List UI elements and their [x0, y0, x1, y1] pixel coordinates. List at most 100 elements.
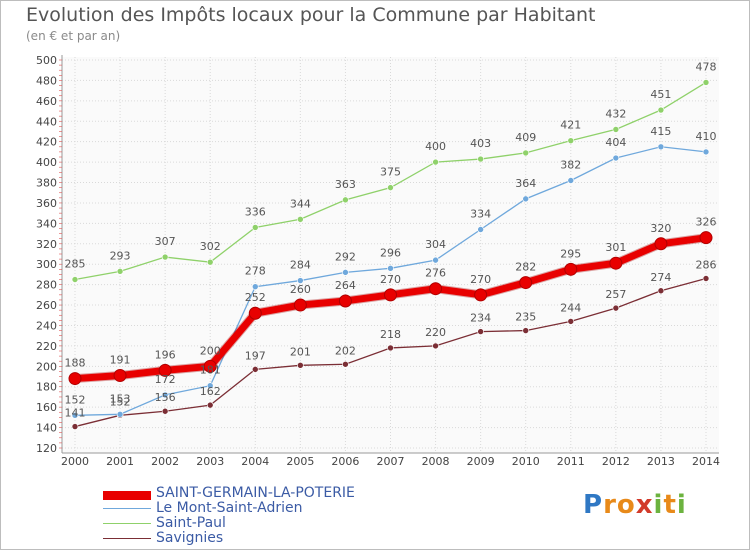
data-point [71, 276, 79, 283]
y-tick-label: 280 [36, 279, 57, 292]
data-label: 400 [425, 140, 446, 153]
data-point [338, 294, 352, 308]
x-tick-label: 2001 [106, 455, 134, 468]
data-label: 260 [290, 283, 311, 296]
logo-letter: o [616, 490, 636, 520]
data-point [387, 344, 394, 352]
data-label: 382 [560, 158, 581, 171]
legend-label: Le Mont-Saint-Adrien [156, 500, 303, 516]
data-point [432, 256, 439, 264]
data-point [297, 361, 304, 369]
data-label: 296 [380, 246, 401, 259]
y-tick-label: 400 [36, 156, 57, 169]
data-label: 334 [470, 207, 491, 220]
x-tick-label: 2000 [61, 455, 89, 468]
data-point [203, 359, 217, 373]
x-tick-label: 2011 [557, 455, 585, 468]
legend-swatch [103, 538, 151, 539]
data-point [158, 363, 172, 377]
data-point [116, 268, 124, 275]
x-tick-label: 2012 [602, 455, 630, 468]
data-label: 301 [605, 241, 626, 254]
data-label: 244 [560, 301, 581, 314]
data-point [702, 148, 710, 156]
data-point [251, 224, 259, 231]
x-tick-label: 2005 [286, 455, 314, 468]
data-label: 152 [65, 393, 86, 406]
data-label: 307 [155, 235, 176, 248]
data-label: 336 [245, 205, 266, 218]
y-tick-label: 360 [36, 197, 57, 210]
data-point [251, 283, 259, 290]
x-tick-label: 2003 [196, 455, 224, 468]
data-point [161, 253, 169, 261]
legend-swatch [103, 491, 151, 500]
logo-letter: P [583, 490, 604, 520]
data-point [567, 177, 575, 184]
logo-letter: r [603, 490, 617, 520]
x-tick-label: 2007 [377, 455, 405, 468]
data-point [612, 154, 620, 162]
data-point [387, 264, 394, 272]
y-tick-label: 160 [36, 401, 57, 414]
y-tick-label: 120 [36, 442, 57, 455]
data-point [657, 287, 665, 295]
data-point [384, 288, 397, 302]
x-tick-label: 2014 [692, 455, 720, 468]
data-point [657, 106, 665, 114]
y-tick-label: 180 [36, 381, 57, 394]
y-tick-label: 240 [36, 319, 57, 332]
data-point [297, 215, 304, 223]
data-label: 410 [696, 130, 717, 143]
data-point [342, 360, 349, 368]
data-label: 220 [425, 326, 446, 339]
data-point [609, 256, 623, 270]
data-label: 415 [650, 125, 671, 138]
y-tick-label: 480 [36, 74, 57, 87]
data-label: 282 [515, 261, 536, 274]
data-label: 264 [335, 279, 356, 292]
y-tick-label: 420 [36, 136, 57, 149]
data-point [522, 195, 530, 203]
data-point [564, 262, 578, 276]
y-tick-label: 260 [36, 299, 57, 312]
data-label: 252 [245, 291, 266, 304]
data-point [429, 282, 443, 296]
y-tick-label: 380 [36, 177, 57, 190]
data-label: 302 [200, 240, 221, 253]
y-tick-label: 320 [36, 238, 57, 251]
data-label: 196 [155, 348, 176, 361]
data-point [699, 231, 713, 245]
data-label: 363 [335, 178, 356, 191]
data-point [612, 304, 620, 312]
data-label: 276 [425, 267, 446, 280]
data-point [71, 412, 79, 419]
data-label: 197 [245, 349, 266, 362]
data-point [477, 155, 484, 163]
y-tick-label: 300 [36, 258, 57, 271]
proxiti-logo: Proxiti [583, 490, 687, 520]
logo-letter: t [663, 490, 677, 520]
y-tick-label: 500 [36, 54, 57, 67]
data-point [293, 298, 307, 312]
data-point [116, 411, 124, 418]
data-label: 172 [155, 373, 176, 386]
data-label: 153 [110, 392, 131, 405]
data-label: 375 [380, 166, 401, 179]
data-point [522, 327, 530, 334]
data-point [522, 149, 530, 157]
data-point [387, 184, 394, 191]
y-tick-label: 460 [36, 95, 57, 108]
data-point [297, 277, 304, 284]
data-point [567, 137, 575, 144]
data-label: 326 [696, 216, 717, 229]
data-point [206, 401, 214, 409]
data-point [206, 382, 214, 390]
y-tick-label: 440 [36, 115, 57, 128]
data-label: 404 [605, 136, 626, 149]
data-label: 409 [515, 131, 536, 144]
data-point [612, 126, 620, 133]
data-point [702, 79, 710, 86]
data-label: 421 [560, 119, 581, 132]
